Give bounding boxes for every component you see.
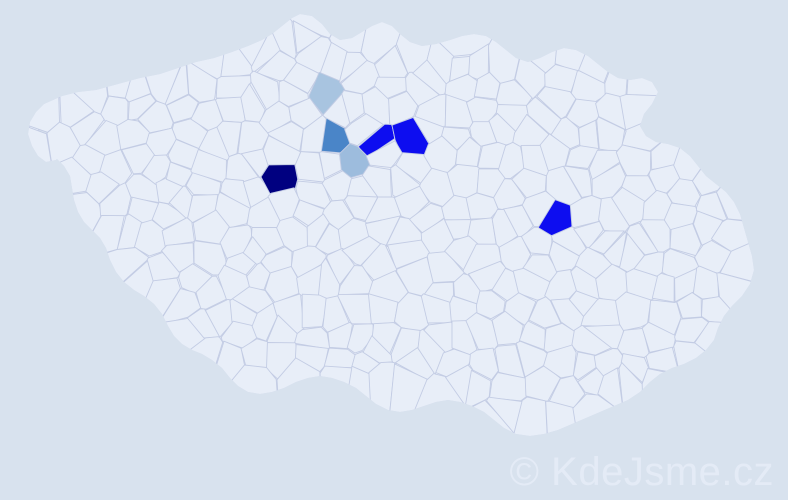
district[interactable]: [720, 222, 788, 301]
district[interactable]: [320, 366, 352, 500]
district[interactable]: [196, 276, 228, 309]
district[interactable]: [446, 365, 473, 406]
district[interactable]: [279, 80, 308, 107]
district[interactable]: [717, 61, 788, 225]
district[interactable]: [324, 348, 355, 368]
district[interactable]: [323, 296, 350, 332]
district[interactable]: [512, 168, 547, 198]
district[interactable]: [194, 241, 226, 275]
district[interactable]: [157, 289, 200, 326]
district[interactable]: [620, 94, 703, 131]
district[interactable]: [564, 166, 592, 197]
district[interactable]: [187, 309, 219, 338]
district[interactable]: [277, 358, 323, 500]
district[interactable]: [570, 195, 601, 227]
district[interactable]: [361, 0, 418, 64]
district[interactable]: [589, 231, 625, 254]
district-highlighted-rakovnik[interactable]: [261, 165, 298, 194]
district[interactable]: [406, 72, 441, 106]
district[interactable]: [717, 273, 788, 366]
district[interactable]: [695, 322, 788, 449]
district[interactable]: [130, 365, 287, 500]
district[interactable]: [100, 183, 131, 216]
district[interactable]: [578, 0, 645, 84]
district[interactable]: [0, 193, 102, 356]
district[interactable]: [302, 294, 327, 328]
district[interactable]: [128, 94, 156, 121]
district[interactable]: [369, 362, 395, 500]
district[interactable]: [0, 248, 149, 429]
district[interactable]: [469, 44, 489, 80]
district[interactable]: [476, 291, 505, 319]
district[interactable]: [342, 91, 364, 124]
district[interactable]: [702, 297, 745, 325]
district[interactable]: [566, 146, 599, 169]
district[interactable]: [519, 321, 545, 350]
district[interactable]: [670, 224, 701, 256]
district[interactable]: [319, 152, 342, 179]
district[interactable]: [544, 345, 577, 378]
district[interactable]: [677, 293, 702, 319]
district[interactable]: [521, 227, 552, 255]
district[interactable]: [445, 236, 478, 271]
district[interactable]: [529, 297, 561, 328]
district[interactable]: [673, 46, 786, 181]
district[interactable]: [574, 221, 604, 248]
district[interactable]: [362, 166, 391, 197]
district[interactable]: [0, 337, 223, 500]
district[interactable]: [0, 318, 205, 500]
district[interactable]: [295, 327, 330, 349]
district[interactable]: [339, 52, 368, 82]
district[interactable]: [8, 0, 108, 114]
district[interactable]: [692, 17, 788, 196]
district[interactable]: [0, 0, 60, 132]
district[interactable]: [621, 354, 648, 383]
district[interactable]: [522, 191, 555, 226]
copyright-icon: ©: [509, 450, 540, 494]
district[interactable]: [363, 336, 392, 363]
district[interactable]: [162, 243, 194, 272]
district[interactable]: [652, 273, 674, 302]
district[interactable]: [627, 0, 788, 98]
district[interactable]: [0, 260, 155, 499]
district[interactable]: [217, 121, 242, 156]
district[interactable]: [488, 10, 520, 84]
district[interactable]: [162, 218, 194, 246]
watermark-text: KdeJsme.cz: [551, 450, 774, 494]
watermark: © KdeJsme.cz: [510, 452, 774, 492]
district[interactable]: [470, 348, 499, 380]
district[interactable]: [254, 0, 370, 38]
